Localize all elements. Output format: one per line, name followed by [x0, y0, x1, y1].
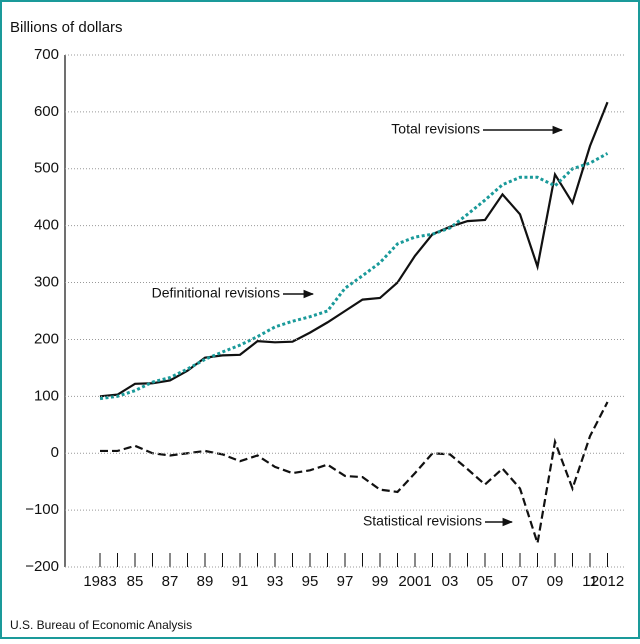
y-tick-label: 400 — [34, 217, 59, 234]
y-tick-label: 500 — [34, 160, 59, 177]
x-tick-label: 97 — [337, 573, 354, 590]
y-tick-label: −100 — [25, 501, 59, 518]
x-tick-label: 89 — [197, 573, 214, 590]
x-tick-label: 91 — [232, 573, 249, 590]
annotation: Statistical revisions — [363, 513, 482, 529]
y-axis-label: Billions of dollars — [10, 19, 123, 36]
source: U.S. Bureau of Economic Analysis — [10, 618, 192, 632]
x-tick-label: 03 — [442, 573, 459, 590]
y-tick-label: 200 — [34, 330, 59, 347]
x-tick-label: 93 — [267, 573, 284, 590]
series-line — [99, 152, 609, 401]
x-tick-label: 2001 — [398, 573, 431, 590]
y-tick-label: 300 — [34, 274, 59, 291]
x-tick-label: 87 — [162, 573, 179, 590]
y-tick-label: 600 — [34, 103, 59, 120]
x-tick-label: 09 — [547, 573, 564, 590]
x-tick-label: 1983 — [83, 573, 116, 590]
series-line — [100, 401, 609, 544]
x-tick-label: 07 — [512, 573, 529, 590]
y-tick-label: 0 — [51, 444, 59, 461]
x-tick-label: 85 — [127, 573, 144, 590]
annotation: Definitional revisions — [152, 285, 280, 301]
series-line — [99, 101, 609, 398]
annotation: Total revisions — [391, 121, 480, 137]
x-tick-label: 11 — [582, 573, 598, 590]
x-tick-label: 05 — [477, 573, 494, 590]
x-tick-label: 99 — [372, 573, 389, 590]
x-tick-label: 2012 — [591, 573, 624, 590]
x-tick-label: 95 — [302, 573, 319, 590]
y-tick-label: 100 — [34, 387, 59, 404]
y-tick-label: 700 — [34, 46, 59, 63]
y-tick-label: −200 — [25, 558, 59, 575]
